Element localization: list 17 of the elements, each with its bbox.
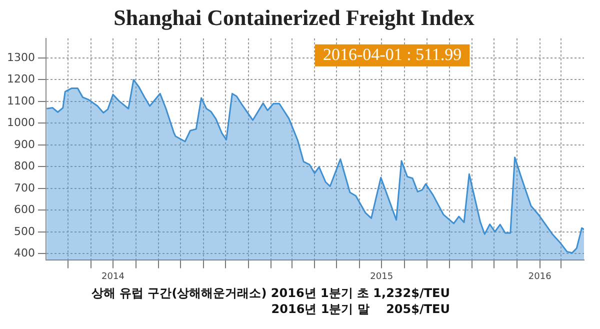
- y-tick-label: 400: [14, 246, 35, 260]
- y-tick-label: 1000: [6, 116, 35, 130]
- text: 상해 유럽 구간(상해해운거래소) 2016년 1분기 초 1,232$/TEU: [90, 285, 450, 301]
- y-tick-label: 1300: [6, 50, 35, 64]
- text: 2016년 1분기 말 205$/TEU: [270, 301, 450, 317]
- chart-title: Shanghai Containerized Freight Index: [114, 4, 474, 30]
- y-tick-label: 900: [14, 138, 35, 151]
- y-tick-label: 1200: [6, 72, 35, 86]
- annotation: 2016-04-01 : 511.99: [322, 44, 462, 64]
- y-tick-label: 500: [14, 224, 35, 238]
- x-tick-label: 2014: [102, 272, 125, 282]
- y-tick-label: 800: [14, 160, 35, 173]
- x-tick-label: 2015: [370, 272, 394, 282]
- y-tick-label: 1100: [6, 94, 35, 108]
- y-tick-label: 700: [14, 181, 35, 194]
- x-tick-label: 2016: [528, 272, 552, 282]
- y-tick-label: 600: [14, 203, 35, 216]
